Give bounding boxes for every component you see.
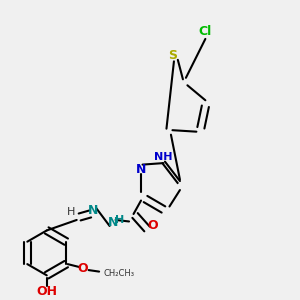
Text: N: N xyxy=(107,217,118,230)
Text: OH: OH xyxy=(36,285,57,298)
Text: NH: NH xyxy=(154,152,173,162)
Text: O: O xyxy=(148,220,158,232)
Text: H: H xyxy=(116,215,125,225)
Text: Cl: Cl xyxy=(199,25,212,38)
Text: S: S xyxy=(168,49,177,62)
Text: O: O xyxy=(77,262,88,275)
Text: N: N xyxy=(88,205,98,218)
Text: N: N xyxy=(136,163,146,176)
Text: H: H xyxy=(67,208,75,218)
Text: CH₂CH₃: CH₂CH₃ xyxy=(103,268,135,278)
